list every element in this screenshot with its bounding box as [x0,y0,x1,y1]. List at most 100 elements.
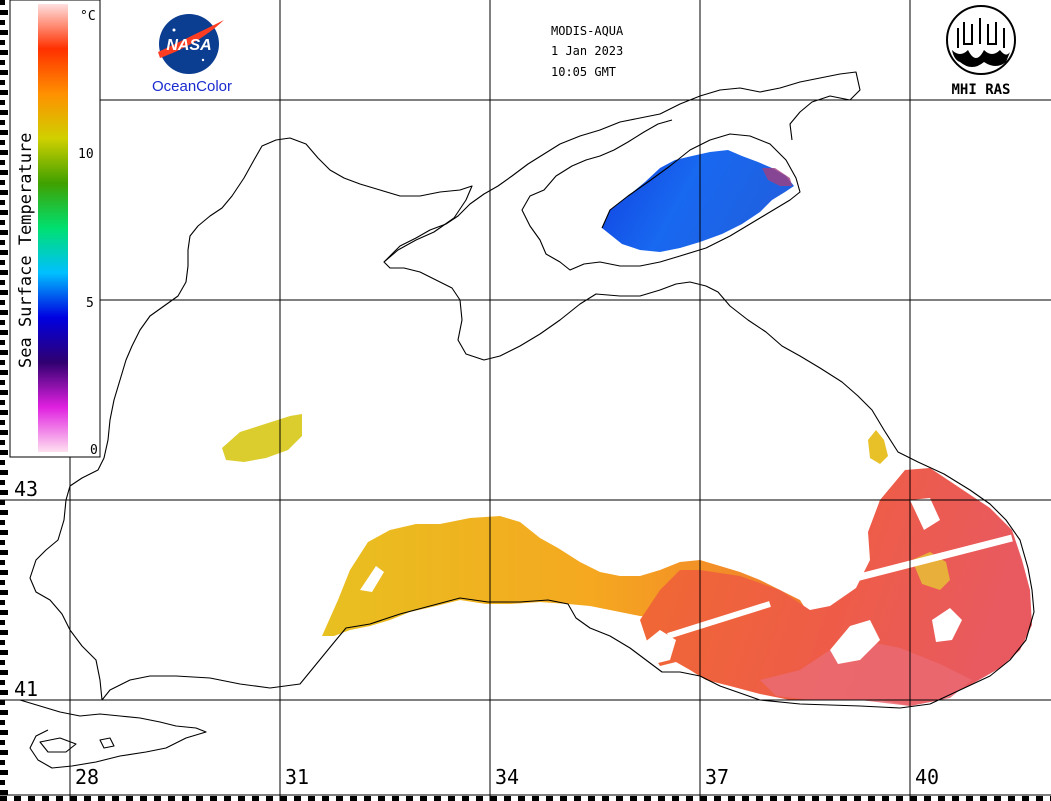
ruler-tick [0,750,8,755]
ruler-tick [0,20,5,25]
ruler-tick [896,796,903,801]
ruler-tick [0,110,8,115]
ruler-tick [0,450,8,455]
lon-label-37: 37 [705,765,729,789]
ruler-tick [476,796,483,801]
coastline-west-north [29,137,1035,709]
header: MODIS-AQUA 1 Jan 2023 10:05 GMT [551,24,624,79]
ruler-tick [0,150,8,155]
ruler-tick [378,796,385,801]
ruler-tick [84,796,91,801]
ruler-tick [798,796,805,801]
ruler-tick [0,370,8,375]
lon-label-28: 28 [75,765,99,789]
ruler-tick [0,380,5,385]
ruler-tick [518,796,525,801]
ruler-tick [602,796,609,801]
ruler-tick [98,796,105,801]
ruler-tick [0,600,5,605]
ruler-tick [0,540,5,545]
ruler-tick [0,650,8,655]
ruler-tick [0,0,5,5]
ruler-tick [350,796,357,801]
ruler-tick [434,796,441,801]
lat-label-43: 43 [14,477,38,501]
oceancolor-wordmark: OceanColor [152,78,232,95]
ruler-tick [1008,796,1015,801]
ruler-tick [0,790,8,795]
ruler-tick [0,760,5,765]
ruler-tick [0,330,8,335]
ruler-tick [0,80,5,85]
ruler-tick [70,796,77,801]
ruler-tick [0,210,8,215]
ruler-tick [280,796,287,801]
ruler-tick [546,796,553,801]
cloud-gap-4 [910,498,940,530]
ruler-tick [0,310,8,315]
left-ruler [0,0,8,801]
ruler-tick [938,796,945,801]
ruler-tick [0,500,5,505]
ruler-tick [0,420,5,425]
ruler-tick [0,200,5,205]
ruler-tick [0,620,5,625]
ruler-tick [756,796,763,801]
ruler-tick [0,340,5,345]
acquisition-time: 10:05 GMT [551,65,616,79]
ruler-tick [0,796,7,801]
ruler-tick [0,190,8,195]
ruler-tick [0,240,5,245]
ruler-tick [770,796,777,801]
ruler-tick [0,680,5,685]
sst-azov-field [602,150,794,252]
ruler-tick [0,510,8,515]
ruler-tick [966,796,973,801]
ruler-tick [0,100,5,105]
coastline-layer [19,71,1035,769]
ruler-tick [0,570,8,575]
sst-coastal-patch [868,430,888,464]
ruler-tick [0,430,8,435]
mhi-emblem-mark [957,18,1005,48]
ruler-tick [0,140,5,145]
ruler-tick [28,796,35,801]
ruler-tick [0,50,8,55]
legend-title: Sea Surface Temperature [16,133,36,368]
ruler-tick [0,670,8,675]
sst-east-body [640,468,1032,706]
ruler-tick [574,796,581,801]
ruler-tick [42,796,49,801]
nasa-logo: NASA OceanColor [152,14,232,95]
ruler-tick [0,550,8,555]
ruler-tick [0,390,8,395]
ruler-tick [56,796,63,801]
sst-data-layer [222,150,1032,706]
coastline-azov [521,119,801,271]
ruler-tick [266,796,273,801]
ruler-tick [0,730,8,735]
sst-azov-warm-spot [762,168,792,186]
ruler-tick [0,720,5,725]
ruler-tick [0,170,8,175]
ruler-tick [0,30,8,35]
ruler-tick [1036,796,1043,801]
ruler-tick [210,796,217,801]
nasa-swoosh [158,20,224,58]
legend-tick-5: 5 [86,296,94,311]
satellite-name: MODIS-AQUA [551,24,624,38]
swath-gap-2 [847,534,1013,584]
ruler-tick [812,796,819,801]
ruler-tick [0,520,5,525]
ruler-tick [826,796,833,801]
lat-label-41: 41 [14,677,38,701]
cloud-gap-3 [932,608,962,642]
ruler-tick [0,690,8,695]
ruler-tick [0,220,5,225]
ruler-tick [0,60,5,65]
ruler-tick [714,796,721,801]
ruler-tick [0,180,5,185]
cloud-gap-5 [360,566,384,592]
